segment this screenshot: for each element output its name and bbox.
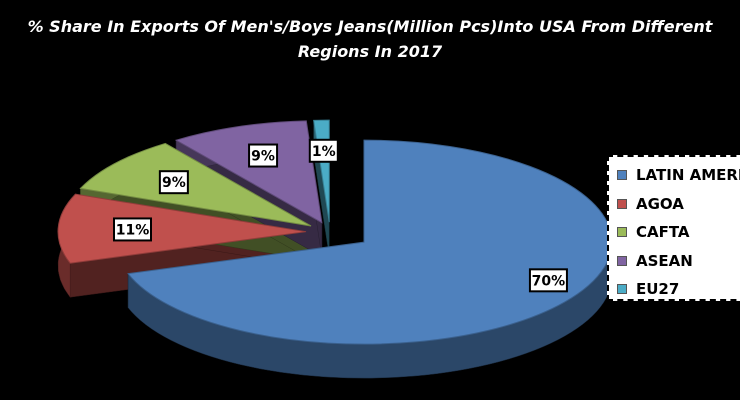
- slice-latin-america: [127, 139, 613, 345]
- legend-item-cafta: CAFTA: [617, 218, 740, 247]
- legend-item-agoa: AGOA: [617, 190, 740, 219]
- data-label-box-asean: [248, 143, 279, 168]
- legend-swatch-cafta: [617, 227, 627, 238]
- legend-item-eu27: EU27: [617, 275, 740, 304]
- legend-item-asean: ASEAN: [617, 247, 740, 276]
- legend: LATIN AMERICA AGOA CAFTA ASEAN EU27: [607, 155, 740, 301]
- data-label-box-eu27: [308, 138, 339, 163]
- data-label-box-latin-america: [528, 268, 568, 293]
- legend-swatch-eu27: [617, 284, 627, 295]
- data-label-cafta: 9%: [162, 175, 186, 191]
- chart-title-line-2: Regions In 2017: [297, 42, 443, 61]
- legend-label-agoa: AGOA: [636, 194, 684, 213]
- bottom-strip: [0, 400, 740, 407]
- data-label-box-agoa: [112, 217, 152, 242]
- slice-agoa: [57, 193, 307, 264]
- legend-label-latin-america: LATIN AMERICA: [636, 166, 740, 185]
- data-label-agoa: 11%: [116, 222, 150, 238]
- slice-asean: [174, 120, 323, 224]
- data-label-asean: 9%: [251, 149, 275, 165]
- slice-cafta: [79, 142, 312, 227]
- legend-swatch-latin-america: [617, 170, 627, 181]
- pie-top-layer: [57, 119, 613, 345]
- legend-swatch-agoa: [617, 198, 627, 209]
- data-label-eu27: 1%: [312, 144, 336, 160]
- data-label-latin-america: 70%: [532, 273, 566, 289]
- legend-item-latin-america: LATIN AMERICA: [617, 161, 740, 190]
- data-label-box-cafta: [158, 170, 189, 195]
- pie-label-layer: 70% 11% 9% 9% 1%: [112, 138, 568, 293]
- legend-label-eu27: EU27: [636, 280, 680, 299]
- legend-label-cafta: CAFTA: [636, 223, 690, 242]
- chart-title-line-1: % Share In Exports Of Men's/Boys Jeans(M…: [27, 17, 713, 36]
- chart-title: % Share In Exports Of Men's/Boys Jeans(M…: [0, 14, 740, 64]
- legend-label-asean: ASEAN: [636, 251, 693, 270]
- legend-swatch-asean: [617, 255, 627, 266]
